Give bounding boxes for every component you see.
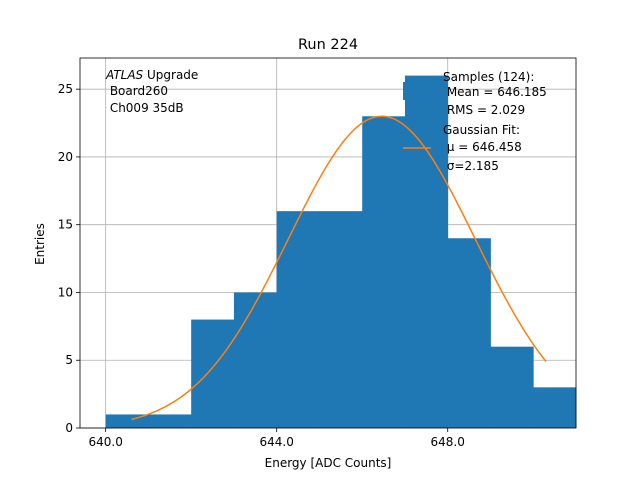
legend-samples-line-2: Mean = 646.185 bbox=[443, 85, 547, 99]
histogram-bar bbox=[362, 116, 406, 429]
annotation-atlas-rest: Upgrade bbox=[143, 68, 198, 82]
histogram-bar bbox=[490, 346, 534, 428]
y-tick-label-3: 15 bbox=[58, 218, 73, 232]
ticks: 640.0 644.0 648.0 0 5 10 15 20 25 bbox=[58, 82, 465, 449]
y-tick-label-5: 25 bbox=[58, 82, 73, 96]
x-tick-label-2: 648.0 bbox=[431, 435, 465, 449]
x-tick-label-1: 644.0 bbox=[260, 435, 294, 449]
histogram-bar bbox=[404, 75, 449, 428]
x-tick-label-0: 640.0 bbox=[88, 435, 122, 449]
histogram-bar bbox=[148, 414, 192, 428]
legend: Samples (124): Mean = 646.185 RMS = 2.02… bbox=[403, 70, 547, 173]
legend-fit-line-1: Gaussian Fit: bbox=[443, 123, 520, 137]
annotation-line-channel: Ch009 35dB bbox=[106, 101, 184, 115]
x-axis-label: Energy [ADC Counts] bbox=[265, 456, 392, 470]
axes bbox=[79, 57, 577, 429]
histogram-bar bbox=[191, 319, 235, 428]
chart-title: Run 224 bbox=[298, 37, 358, 53]
legend-samples-line-1: Samples (124): bbox=[443, 70, 534, 84]
y-tick-label-2: 10 bbox=[58, 285, 73, 299]
y-tick-label-1: 5 bbox=[65, 353, 73, 367]
legend-samples-line-3: RMS = 2.029 bbox=[443, 103, 525, 117]
annotation-atlas-italic: ATLAS bbox=[105, 68, 144, 82]
histogram-bar bbox=[533, 387, 577, 428]
y-tick-label-0: 0 bbox=[65, 421, 73, 435]
gaussian-fit-curve bbox=[131, 115, 547, 421]
y-tick-label-4: 20 bbox=[58, 150, 73, 164]
histogram-bars bbox=[105, 75, 577, 429]
histogram-bar bbox=[319, 211, 363, 428]
info-annotation: ATLAS Upgrade Board260 Ch009 35dB bbox=[105, 68, 198, 115]
histogram-bar bbox=[233, 292, 278, 428]
y-axis-label: Entries bbox=[33, 223, 47, 265]
axes-frame bbox=[79, 57, 577, 429]
gaussian-fit bbox=[131, 115, 547, 421]
annotation-line-board: Board260 bbox=[106, 84, 168, 98]
legend-samples-swatch bbox=[403, 82, 431, 100]
annotation-line-atlas: ATLAS Upgrade bbox=[105, 68, 198, 82]
legend-fit-line-3: σ=2.185 bbox=[443, 159, 499, 173]
histogram-bar bbox=[447, 238, 491, 428]
legend-fit-line-2: μ = 646.458 bbox=[443, 140, 522, 154]
histogram-bar bbox=[276, 211, 320, 428]
